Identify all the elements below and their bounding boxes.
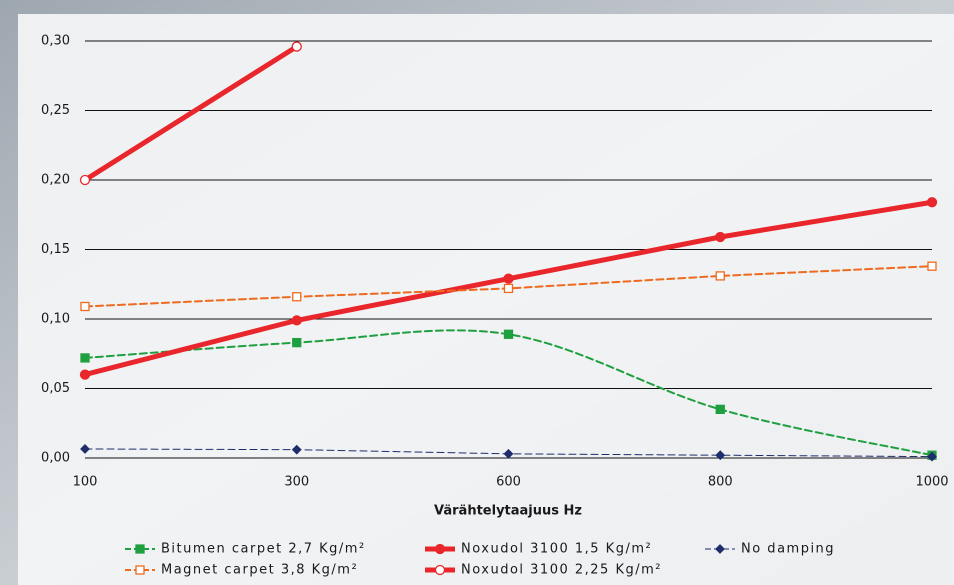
marker [135, 544, 145, 554]
marker [434, 543, 446, 555]
x-tick-label: 300 [284, 475, 309, 490]
panel [18, 14, 954, 585]
marker [79, 369, 91, 380]
marker [503, 273, 514, 284]
y-tick-label: 0,25 [41, 103, 70, 118]
marker [927, 261, 937, 271]
marker [292, 292, 302, 302]
marker [434, 564, 446, 576]
marker [80, 301, 90, 312]
y-tick-label: 0,30 [41, 34, 70, 49]
marker [80, 444, 90, 454]
marker [715, 231, 726, 243]
y-tick-label: 0,05 [41, 381, 70, 396]
marker [715, 544, 725, 554]
marker [135, 565, 145, 575]
marker [715, 404, 725, 415]
y-tick-label: 0,20 [41, 173, 70, 188]
x-tick-label: 1000 [915, 475, 948, 490]
marker [503, 283, 514, 294]
legend-label: Magnet carpet 3,8 Kg/m² [161, 563, 358, 578]
x-tick-label: 600 [496, 475, 521, 490]
series-line [82, 44, 300, 183]
marker [291, 444, 302, 455]
marker [292, 337, 302, 348]
legend-label: Noxudol 3100 2,25 Kg/m² [461, 563, 662, 578]
marker [715, 271, 725, 281]
legend-label: Noxudol 3100 1,5 Kg/m² [461, 542, 652, 557]
marker [79, 174, 91, 186]
y-tick-label: 0,15 [41, 242, 70, 257]
legend-label: No damping [741, 542, 835, 557]
x-tick-label: 100 [73, 475, 98, 490]
x-tick-label: 800 [708, 475, 733, 490]
legend-label: Bitumen carpet 2,7 Kg/m² [161, 542, 366, 557]
marker [291, 41, 302, 52]
x-axis-label: Värähtelytaajuus Hz [434, 504, 582, 519]
marker [927, 451, 937, 462]
marker [503, 329, 514, 339]
marker [80, 353, 90, 363]
marker [715, 450, 726, 461]
marker [503, 448, 514, 459]
marker [291, 315, 302, 326]
y-tick-label: 0,10 [41, 312, 70, 327]
y-tick-label: 0,00 [41, 451, 70, 466]
marker [926, 197, 938, 208]
